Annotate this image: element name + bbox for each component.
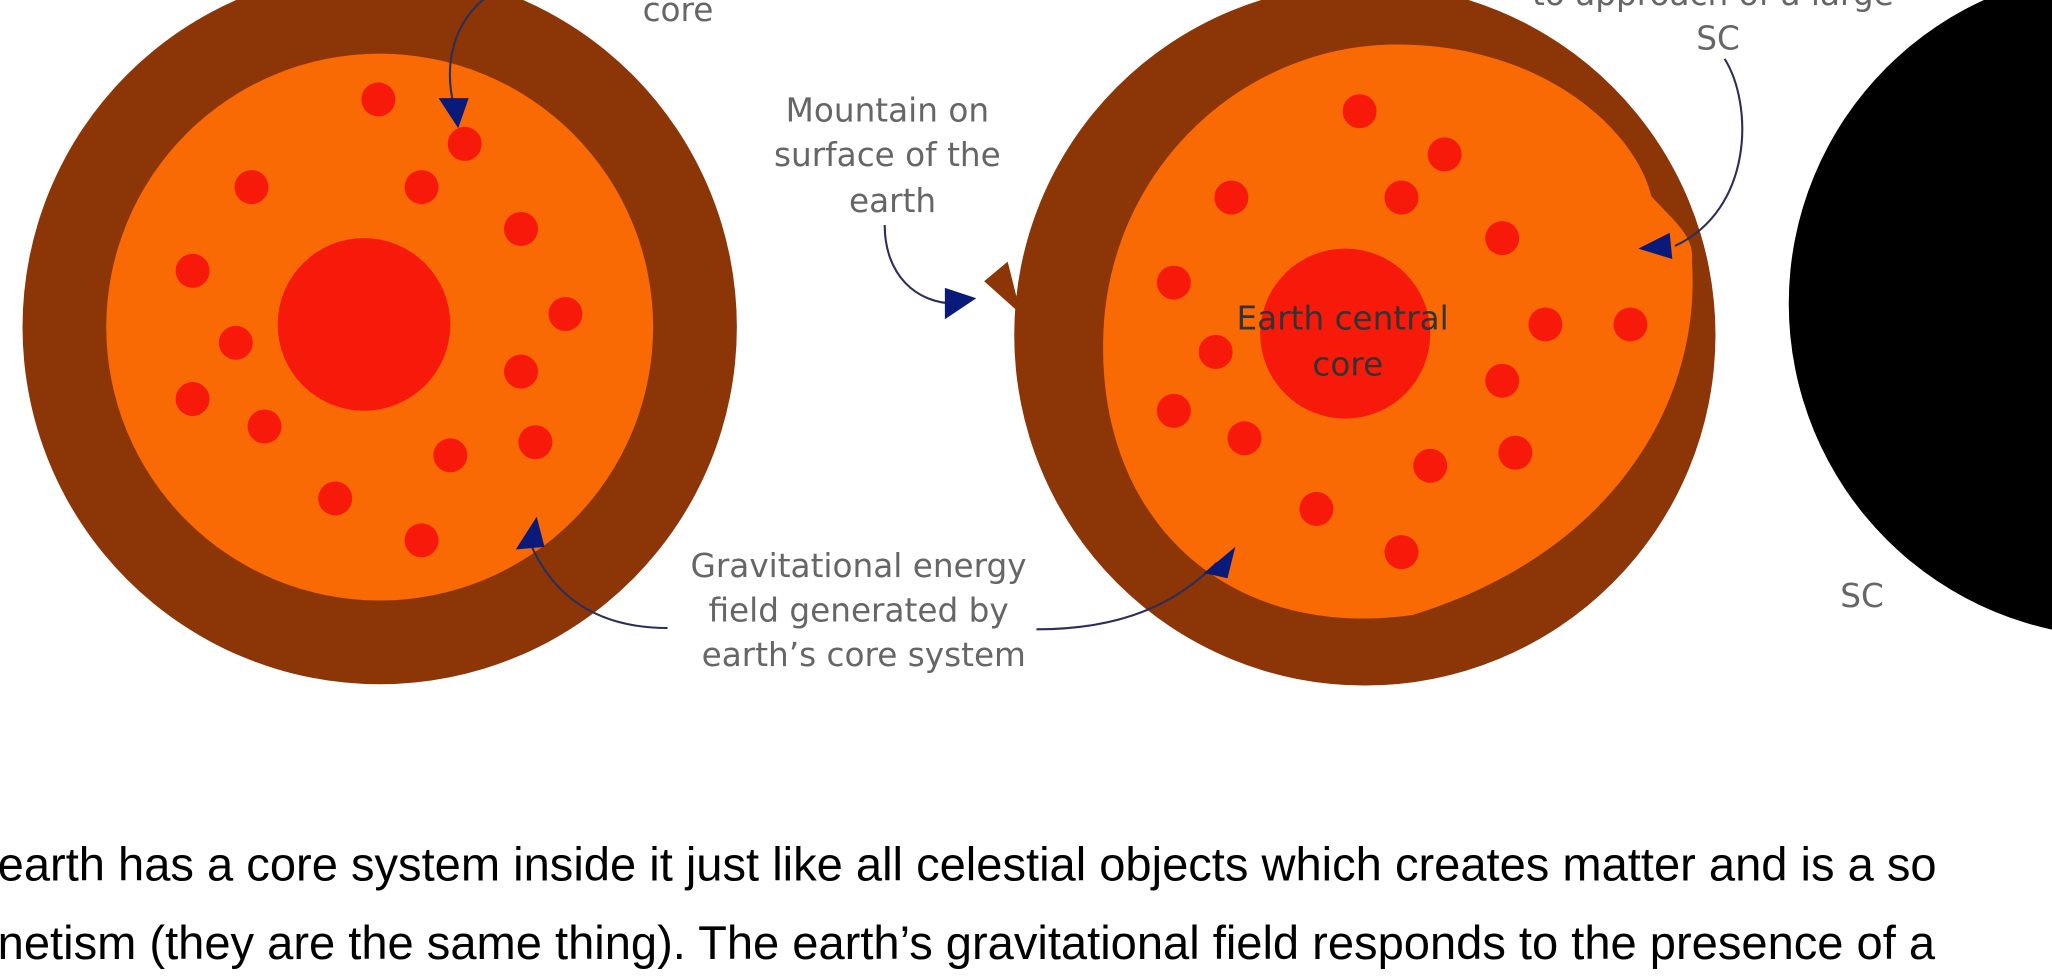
particle <box>1214 181 1248 215</box>
particle <box>361 82 395 116</box>
label: to approach of a large SC <box>1532 0 1904 58</box>
particle <box>219 326 253 360</box>
particle <box>504 355 538 389</box>
particle <box>1227 421 1261 455</box>
screenshot: core to approach of a large SC Mountain … <box>0 0 2052 976</box>
label: Mountain on surface of the earth <box>774 92 1011 220</box>
label: core <box>643 0 714 29</box>
label-line: earth’s core system <box>702 636 1026 674</box>
particle <box>1498 436 1532 470</box>
particle <box>1413 449 1447 483</box>
particle <box>318 481 352 515</box>
particle <box>1157 266 1191 300</box>
label: SC <box>1840 577 1884 615</box>
label-line: core <box>1312 345 1383 383</box>
particle <box>234 170 268 204</box>
label-line: Earth central <box>1237 300 1449 338</box>
particle <box>1199 335 1233 369</box>
particle <box>1613 307 1647 341</box>
particle <box>176 254 210 288</box>
earth-right <box>984 0 1715 686</box>
particle <box>518 425 552 459</box>
particle <box>1485 364 1519 398</box>
label: Gravitational energy field generated by … <box>691 547 1037 674</box>
label-line: SC <box>1696 20 1740 58</box>
sc-body <box>1789 0 2052 637</box>
paragraph-line: netism (they are the same thing). The ea… <box>0 916 1936 969</box>
label-line: to approach of a large <box>1532 0 1894 13</box>
particle <box>248 410 282 444</box>
particle <box>1485 221 1519 255</box>
label-line: field generated by <box>708 591 1008 629</box>
particle <box>1528 307 1562 341</box>
label-line: Gravitational energy <box>691 547 1027 585</box>
particle <box>1299 492 1333 526</box>
particle <box>1384 535 1418 569</box>
particle <box>504 212 538 246</box>
page: {"diagram": { "top_left_label": "core", … <box>0 0 2052 976</box>
particle <box>405 170 439 204</box>
particle <box>1384 181 1418 215</box>
label-line: Mountain on <box>786 92 989 130</box>
particle <box>433 438 467 472</box>
particle <box>1343 94 1377 128</box>
particle <box>1428 137 1462 171</box>
label-line: surface of the <box>774 136 1001 174</box>
paragraph-line: earth has a core system inside it just l… <box>0 837 1937 890</box>
particle <box>176 382 210 416</box>
particle <box>405 523 439 557</box>
earth-left <box>23 0 737 684</box>
particle <box>1157 394 1191 428</box>
label-line: earth <box>849 182 936 220</box>
particle <box>548 297 582 331</box>
particle <box>448 127 482 161</box>
